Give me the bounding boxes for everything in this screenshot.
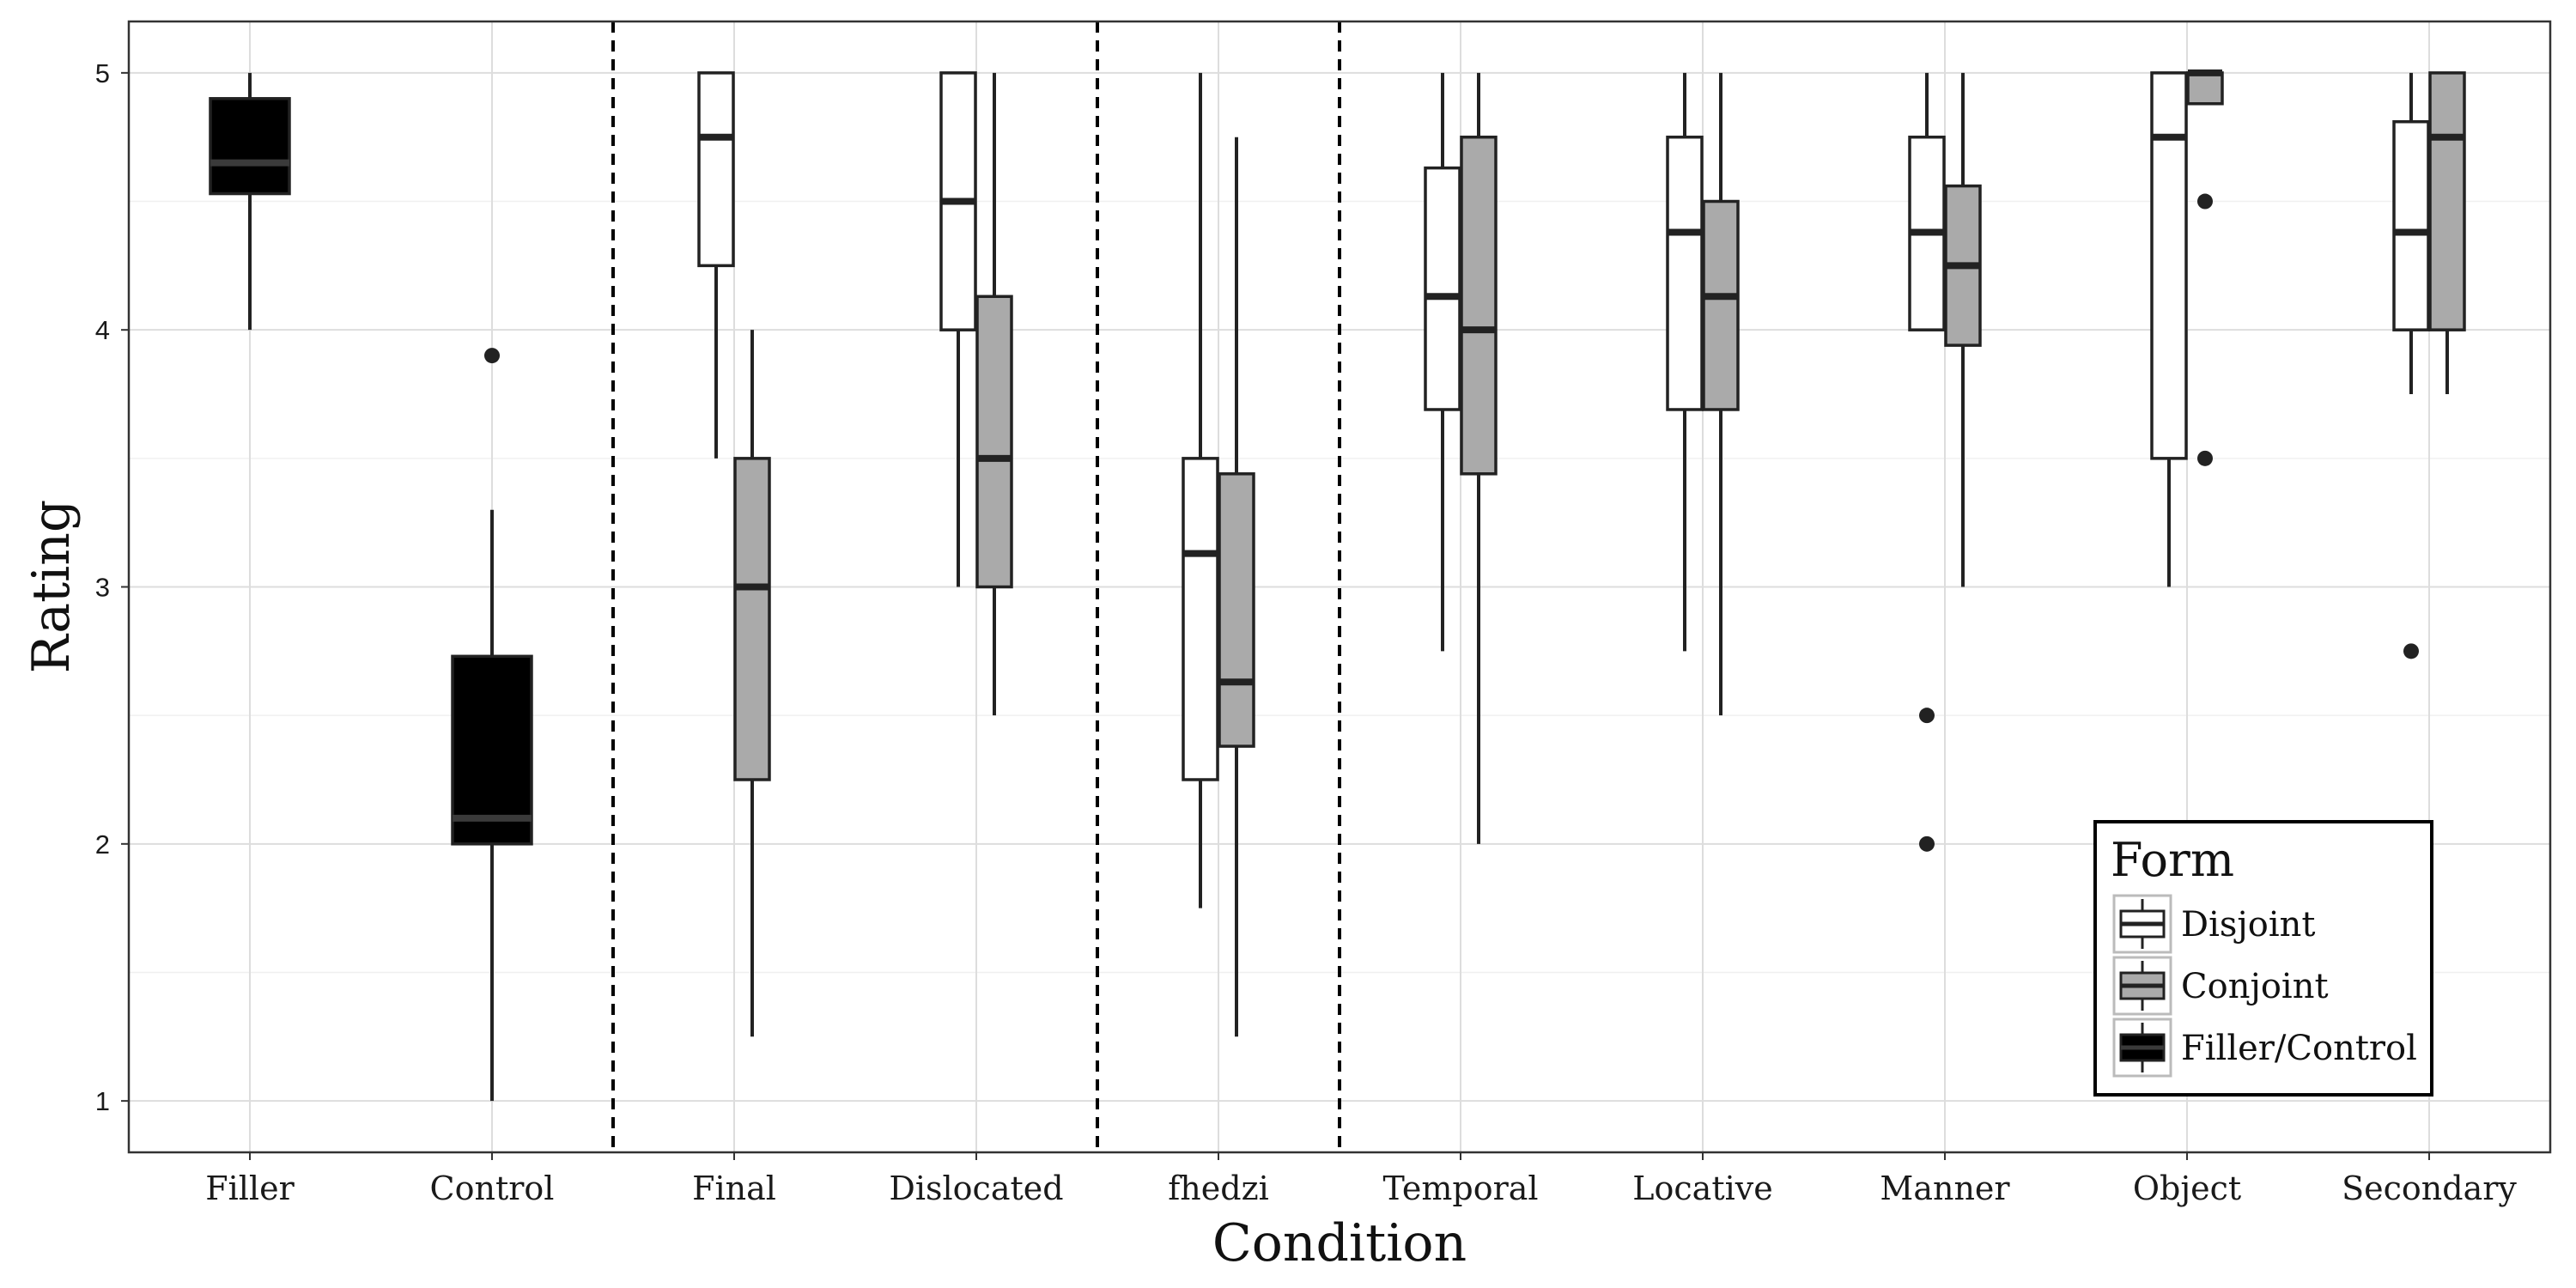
box-iqr — [1182, 457, 1219, 781]
outlier-point — [484, 348, 500, 364]
box-iqr — [1666, 135, 1704, 411]
legend-title: Form — [2111, 833, 2234, 887]
box-iqr — [1424, 166, 1461, 411]
legend: Form Disjoint Conjoint Filler/Control — [2093, 820, 2433, 1097]
outlier-point — [1919, 835, 1935, 852]
y-tick-label: 4 — [95, 315, 110, 345]
box-iqr — [733, 457, 771, 781]
box-conjoint-locative — [1702, 72, 1740, 716]
outlier-point — [2403, 643, 2419, 659]
legend-entries: Disjoint Conjoint Filler/Control — [2112, 894, 2417, 1078]
x-tick-label: Filler — [205, 1170, 295, 1207]
box-iqr — [1218, 472, 1255, 748]
box-conjoint-final — [733, 330, 771, 1037]
x-tick-label: Secondary — [2342, 1170, 2517, 1207]
x-axis-ticks: Filler Control Final Dislocated fhedzi Tempor… — [205, 1152, 2517, 1207]
box-iqr — [2186, 71, 2224, 106]
box-iqr — [451, 654, 533, 846]
x-tick-label: Temporal — [1382, 1170, 1538, 1207]
y-axis-title: Rating — [21, 500, 82, 674]
x-tick-label: fhedzi — [1168, 1170, 1269, 1207]
box-iqr — [1702, 199, 1740, 411]
box-disjoint-secondary — [2392, 72, 2430, 659]
outlier-point — [2197, 193, 2213, 210]
legend-entry-disjoint: Disjoint — [2112, 894, 2316, 954]
y-tick-label: 1 — [95, 1086, 110, 1116]
box-filler-control-filler — [209, 72, 291, 331]
outlier-point — [2197, 450, 2213, 466]
box-iqr — [2428, 71, 2466, 331]
legend-entry-filler-control: Filler/Control — [2112, 1018, 2417, 1078]
box-disjoint-temporal — [1424, 72, 1461, 652]
box-filler-control-control — [451, 348, 533, 1102]
x-tick-label: Dislocated — [889, 1170, 1063, 1207]
legend-entry-conjoint: Conjoint — [2112, 956, 2329, 1016]
box-disjoint-final — [697, 71, 735, 459]
box-iqr — [2150, 71, 2188, 460]
box-iqr — [1460, 135, 1498, 476]
x-tick-label: Locative — [1632, 1170, 1772, 1207]
x-tick-label: Object — [2133, 1170, 2241, 1207]
y-tick-label: 2 — [95, 829, 110, 860]
y-axis-ticks: 1 2 3 4 5 — [95, 58, 129, 1116]
box-conjoint-manner — [1944, 72, 1982, 587]
legend-label: Filler/Control — [2181, 1029, 2417, 1068]
x-tick-label: Control — [430, 1170, 555, 1207]
outlier-point — [1919, 708, 1935, 724]
x-tick-label: Final — [692, 1170, 776, 1207]
box-conjoint-dislocated — [975, 72, 1013, 716]
box-disjoint-fhedzi — [1182, 72, 1219, 908]
box-conjoint-secondary — [2428, 71, 2466, 395]
box-disjoint-manner — [1908, 72, 1946, 852]
legend-label: Disjoint — [2181, 905, 2316, 945]
box-conjoint-temporal — [1460, 72, 1498, 844]
box-iqr — [2392, 119, 2430, 331]
box-disjoint-object — [2150, 71, 2188, 587]
box-conjoint-object — [2186, 69, 2224, 466]
box-iqr — [975, 295, 1013, 589]
box-iqr — [697, 71, 735, 268]
x-tick-label: Manner — [1880, 1170, 2010, 1207]
boxes — [209, 69, 2466, 1102]
box-iqr — [209, 97, 291, 196]
x-axis-title: Condition — [1212, 1213, 1467, 1273]
box-conjoint-fhedzi — [1218, 137, 1255, 1037]
box-disjoint-dislocated — [939, 71, 977, 587]
y-tick-label: 5 — [95, 58, 110, 88]
legend-label: Conjoint — [2181, 967, 2329, 1006]
box-disjoint-locative — [1666, 72, 1704, 652]
y-tick-label: 3 — [95, 573, 110, 603]
